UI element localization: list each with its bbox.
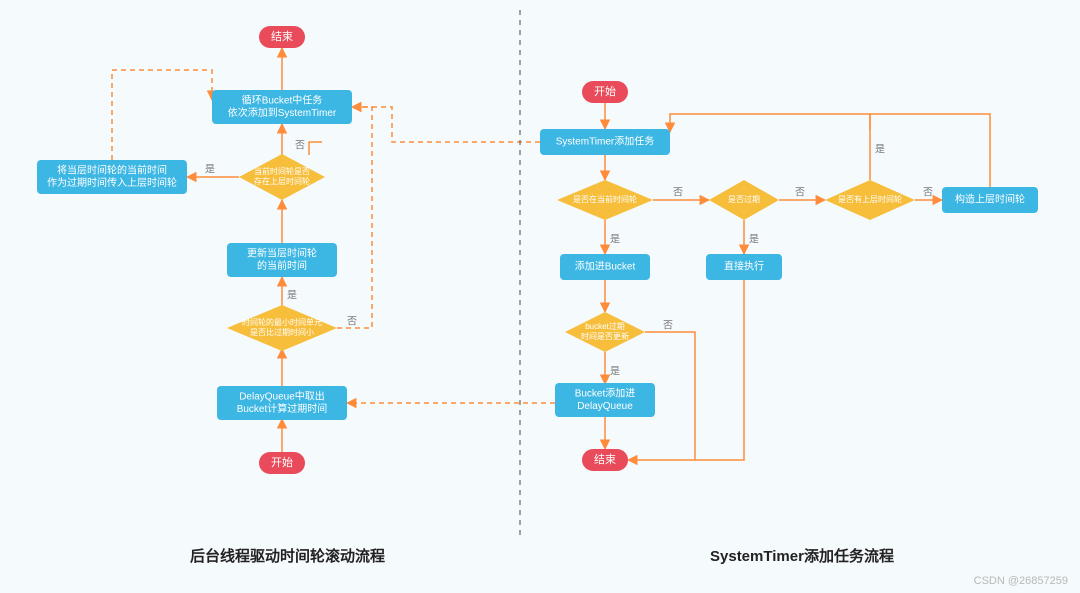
svg-text:作为过期时间传入上层时间轮: 作为过期时间传入上层时间轮 [47, 176, 177, 189]
flow-edge [695, 280, 744, 460]
node-L_takeDelay: DelayQueue中取出Bucket计算过期时间 [217, 386, 347, 420]
svg-text:当前时间轮是否: 当前时间轮是否 [254, 166, 310, 176]
edge-label: 是 [287, 290, 297, 302]
edge-label: 否 [663, 320, 673, 332]
svg-text:添加进Bucket: 添加进Bucket [575, 260, 636, 273]
flow-edge [309, 142, 322, 155]
svg-text:SystemTimer添加任务: SystemTimer添加任务 [556, 135, 655, 148]
svg-text:DelayQueue中取出: DelayQueue中取出 [239, 389, 325, 402]
node-L_minUnit: 时间轮的最小时间单元是否比过期时间小 [227, 305, 337, 351]
svg-text:DelayQueue: DelayQueue [577, 401, 633, 412]
svg-text:构造上层时间轮: 构造上层时间轮 [955, 193, 1025, 206]
edge-label: 是 [749, 234, 759, 246]
svg-text:开始: 开始 [594, 84, 616, 98]
node-L_passUp: 将当层时间轮的当前时间作为过期时间传入上层时间轮 [37, 160, 187, 194]
watermark-text: CSDN @26857259 [974, 575, 1068, 587]
left-section-title: 后台线程驱动时间轮滚动流程 [190, 545, 385, 566]
node-R_hasUpper: 是否有上层时间轮 [825, 180, 915, 220]
flowchart-canvas: 是是否否否否否是是是否是 结束循环Bucket中任务依次添加到SystemTim… [0, 0, 1080, 593]
edge-label: 否 [347, 316, 357, 328]
edge-label: 是 [610, 234, 620, 246]
svg-text:Bucket计算过期时间: Bucket计算过期时间 [237, 402, 328, 415]
edge-label: 是 [875, 144, 885, 156]
svg-text:是否有上层时间轮: 是否有上层时间轮 [838, 194, 902, 204]
svg-text:将当层时间轮的当前时间: 将当层时间轮的当前时间 [57, 163, 167, 176]
node-R_bExpired: bucket过期时间是否更新 [565, 312, 645, 352]
flow-edge [337, 107, 372, 328]
edge-label: 是 [205, 164, 215, 176]
svg-text:Bucket添加进: Bucket添加进 [575, 386, 636, 399]
svg-text:依次添加到SystemTimer: 依次添加到SystemTimer [228, 106, 337, 119]
svg-text:的当前时间: 的当前时间 [257, 259, 307, 272]
edge-label: 否 [295, 140, 305, 152]
node-L_loopBucket: 循环Bucket中任务依次添加到SystemTimer [212, 90, 352, 124]
svg-text:时间是否更新: 时间是否更新 [581, 331, 629, 341]
flow-edge [112, 70, 212, 160]
node-L_hasUpper: 当前时间轮是否存在上层时间轮 [239, 154, 325, 200]
node-L_end: 结束 [259, 26, 305, 48]
svg-text:循环Bucket中任务: 循环Bucket中任务 [242, 93, 323, 106]
edge-label: 否 [673, 187, 683, 199]
node-R_expired: 是否过期 [709, 180, 779, 220]
svg-text:是否在当前时间轮: 是否在当前时间轮 [573, 194, 637, 204]
node-R_inCurrent: 是否在当前时间轮 [557, 180, 653, 220]
svg-text:是否比过期时间小: 是否比过期时间小 [250, 327, 314, 337]
node-L_start: 开始 [259, 452, 305, 474]
edge-label: 否 [923, 187, 933, 199]
right-section-title: SystemTimer添加任务流程 [710, 545, 894, 566]
svg-text:存在上层时间轮: 存在上层时间轮 [254, 176, 310, 186]
flow-edge [352, 107, 540, 142]
svg-text:更新当层时间轮: 更新当层时间轮 [247, 246, 317, 259]
flow-edge [870, 114, 990, 187]
node-L_updateCur: 更新当层时间轮的当前时间 [227, 243, 337, 277]
node-R_addTask: SystemTimer添加任务 [540, 129, 670, 155]
svg-text:开始: 开始 [271, 455, 293, 469]
svg-text:直接执行: 直接执行 [724, 260, 764, 273]
edge-label: 是 [610, 366, 620, 378]
edge-label: 否 [795, 187, 805, 199]
node-R_addBucket: 添加进Bucket [560, 254, 650, 280]
svg-text:结束: 结束 [594, 453, 616, 466]
svg-text:是否过期: 是否过期 [728, 194, 760, 204]
flow-edge [670, 114, 870, 180]
svg-text:结束: 结束 [271, 30, 293, 43]
node-R_start: 开始 [582, 81, 628, 103]
svg-text:时间轮的最小时间单元: 时间轮的最小时间单元 [242, 317, 322, 327]
node-R_exec: 直接执行 [706, 254, 782, 280]
svg-text:bucket过期: bucket过期 [585, 321, 625, 331]
node-R_end: 结束 [582, 449, 628, 471]
node-R_addDelay: Bucket添加进 DelayQueue [555, 383, 655, 417]
node-R_buildUpper: 构造上层时间轮 [942, 187, 1038, 213]
